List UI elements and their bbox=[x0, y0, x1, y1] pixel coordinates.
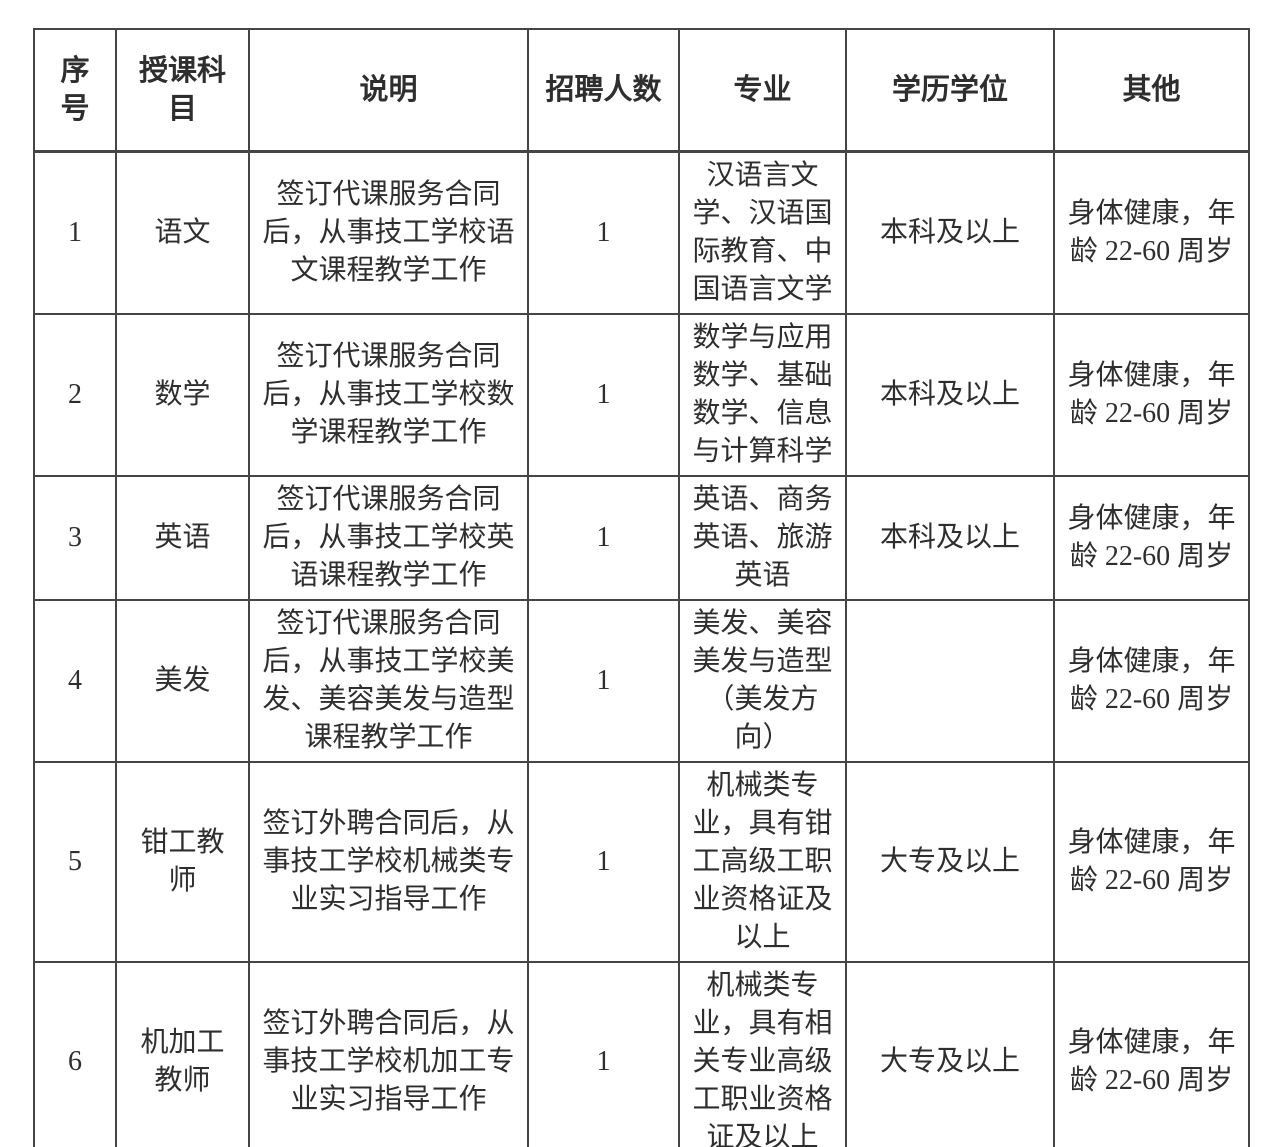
column-header-description: 说明 bbox=[248, 28, 529, 153]
table-row: 3 英语 签订代课服务合同后，从事技工学校英语课程教学工作 1 英语、商务英语、… bbox=[33, 474, 1250, 601]
column-header-major: 专业 bbox=[678, 28, 847, 153]
cell-major: 机械类专业，具有相关专业高级工职业资格证及以上 bbox=[678, 960, 847, 1147]
cell-headcount: 1 bbox=[527, 474, 680, 601]
cell-description: 签订外聘合同后，从事技工学校机械类专业实习指导工作 bbox=[248, 760, 529, 963]
cell-subject: 英语 bbox=[115, 474, 250, 601]
cell-number: 5 bbox=[33, 760, 117, 963]
column-header-degree: 学历学位 bbox=[845, 28, 1055, 153]
cell-major: 英语、商务英语、旅游英语 bbox=[678, 474, 847, 601]
cell-headcount: 1 bbox=[527, 150, 680, 315]
cell-subject: 数学 bbox=[115, 312, 250, 477]
table-row: 5 钳工教师 签订外聘合同后，从事技工学校机械类专业实习指导工作 1 机械类专业… bbox=[33, 760, 1250, 963]
cell-degree bbox=[845, 598, 1055, 763]
cell-other: 身体健康，年龄 22-60 周岁 bbox=[1053, 150, 1250, 315]
cell-degree: 大专及以上 bbox=[845, 760, 1055, 963]
cell-major: 机械类专业，具有钳工高级工职业资格证及以上 bbox=[678, 760, 847, 963]
cell-subject: 机加工教师 bbox=[115, 960, 250, 1147]
cell-subject: 美发 bbox=[115, 598, 250, 763]
cell-subject: 语文 bbox=[115, 150, 250, 315]
column-header-subject: 授课科目 bbox=[115, 28, 250, 153]
column-header-headcount: 招聘人数 bbox=[527, 28, 680, 153]
cell-number: 4 bbox=[33, 598, 117, 763]
cell-other: 身体健康，年龄 22-60 周岁 bbox=[1053, 760, 1250, 963]
table-row: 2 数学 签订代课服务合同后，从事技工学校数学课程教学工作 1 数学与应用数学、… bbox=[33, 312, 1250, 477]
cell-other: 身体健康，年龄 22-60 周岁 bbox=[1053, 598, 1250, 763]
cell-headcount: 1 bbox=[527, 598, 680, 763]
cell-headcount: 1 bbox=[527, 960, 680, 1147]
cell-major: 美发、美容美发与造型（美发方向） bbox=[678, 598, 847, 763]
cell-subject: 钳工教师 bbox=[115, 760, 250, 963]
cell-number: 6 bbox=[33, 960, 117, 1147]
cell-headcount: 1 bbox=[527, 312, 680, 477]
recruitment-table: 序号 授课科目 说明 招聘人数 专业 学历学位 其他 1 语文 签订代课服务合同… bbox=[33, 28, 1250, 1147]
table-header: 序号 授课科目 说明 招聘人数 专业 学历学位 其他 bbox=[33, 28, 1250, 153]
cell-degree: 本科及以上 bbox=[845, 474, 1055, 601]
table-row: 4 美发 签订代课服务合同后，从事技工学校美发、美容美发与造型课程教学工作 1 … bbox=[33, 598, 1250, 763]
cell-description: 签订外聘合同后，从事技工学校机加工专业实习指导工作 bbox=[248, 960, 529, 1147]
cell-other: 身体健康，年龄 22-60 周岁 bbox=[1053, 312, 1250, 477]
column-header-other: 其他 bbox=[1053, 28, 1250, 153]
cell-description: 签订代课服务合同后，从事技工学校英语课程教学工作 bbox=[248, 474, 529, 601]
cell-other: 身体健康，年龄 22-60 周岁 bbox=[1053, 474, 1250, 601]
cell-description: 签订代课服务合同后，从事技工学校美发、美容美发与造型课程教学工作 bbox=[248, 598, 529, 763]
cell-description: 签订代课服务合同后，从事技工学校语文课程教学工作 bbox=[248, 150, 529, 315]
cell-major: 数学与应用数学、基础数学、信息与计算科学 bbox=[678, 312, 847, 477]
cell-degree: 大专及以上 bbox=[845, 960, 1055, 1147]
cell-number: 3 bbox=[33, 474, 117, 601]
cell-description: 签订代课服务合同后，从事技工学校数学课程教学工作 bbox=[248, 312, 529, 477]
table-row: 1 语文 签订代课服务合同后，从事技工学校语文课程教学工作 1 汉语言文学、汉语… bbox=[33, 150, 1250, 315]
table-row: 6 机加工教师 签订外聘合同后，从事技工学校机加工专业实习指导工作 1 机械类专… bbox=[33, 960, 1250, 1147]
table-body: 1 语文 签订代课服务合同后，从事技工学校语文课程教学工作 1 汉语言文学、汉语… bbox=[33, 150, 1250, 1147]
column-header-number: 序号 bbox=[33, 28, 117, 153]
cell-other: 身体健康，年龄 22-60 周岁 bbox=[1053, 960, 1250, 1147]
cell-headcount: 1 bbox=[527, 760, 680, 963]
cell-major: 汉语言文学、汉语国际教育、中国语言文学 bbox=[678, 150, 847, 315]
cell-number: 2 bbox=[33, 312, 117, 477]
header-row: 序号 授课科目 说明 招聘人数 专业 学历学位 其他 bbox=[33, 28, 1250, 153]
cell-degree: 本科及以上 bbox=[845, 312, 1055, 477]
cell-number: 1 bbox=[33, 150, 117, 315]
cell-degree: 本科及以上 bbox=[845, 150, 1055, 315]
